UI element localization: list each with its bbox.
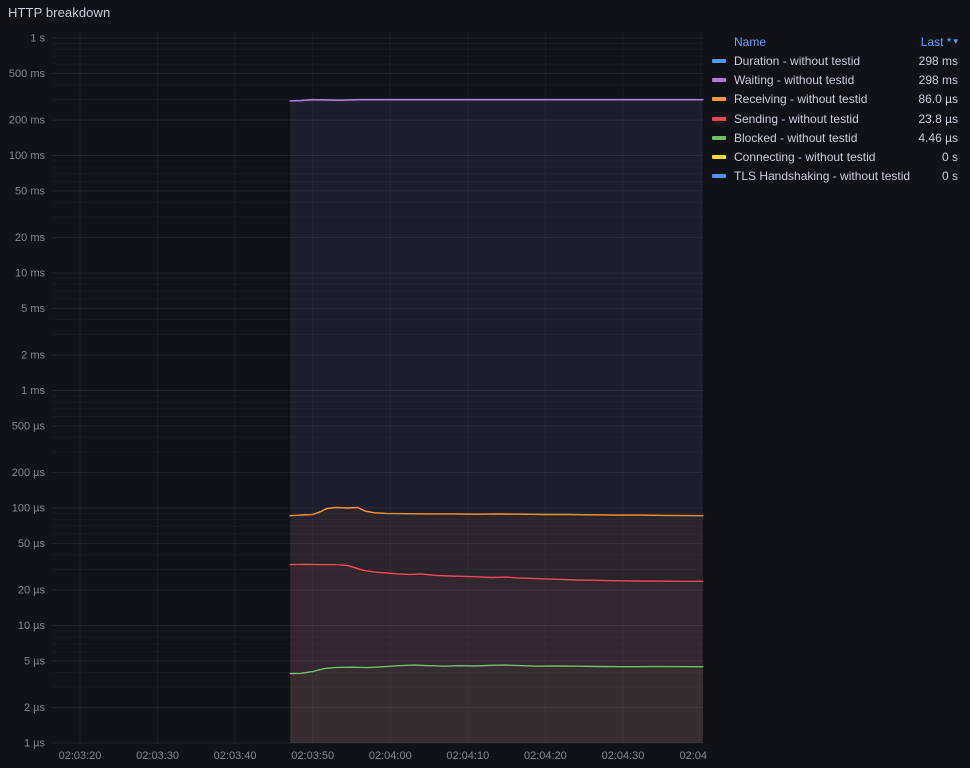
legend-series-value: 86.0 µs: [918, 92, 958, 107]
legend-row[interactable]: Blocked - without testid 4.46 µs: [712, 128, 958, 147]
legend-header-last[interactable]: Last * ▾: [920, 34, 958, 49]
svg-text:2 ms: 2 ms: [21, 350, 45, 362]
svg-text:100 ms: 100 ms: [9, 150, 46, 162]
legend-row[interactable]: Sending - without testid 23.8 µs: [712, 109, 958, 128]
svg-text:20 µs: 20 µs: [18, 585, 46, 597]
legend-series-label: Duration - without testid: [734, 53, 861, 68]
svg-text:10 ms: 10 ms: [15, 268, 45, 280]
svg-text:02:03:20: 02:03:20: [59, 750, 102, 762]
series-color-swatch: [712, 116, 726, 121]
legend-rows: Duration - without testid 298 ms Waiting -…: [712, 51, 958, 186]
svg-text:5 µs: 5 µs: [24, 655, 46, 667]
series-color-swatch: [712, 97, 726, 102]
svg-text:500 µs: 500 µs: [12, 420, 46, 432]
legend-series-label: Waiting - without testid: [734, 72, 855, 87]
legend-series-label: Receiving - without testid: [734, 92, 868, 107]
series-color-swatch: [712, 174, 726, 179]
svg-text:02:04:00: 02:04:00: [369, 750, 412, 762]
series-color-swatch: [712, 155, 726, 160]
legend-row[interactable]: Receiving - without testid 86.0 µs: [712, 90, 958, 109]
svg-text:200 µs: 200 µs: [12, 467, 46, 479]
svg-text:2 µs: 2 µs: [24, 702, 46, 714]
svg-text:02:04:10: 02:04:10: [446, 750, 489, 762]
legend-series-value: 298 ms: [918, 72, 958, 87]
legend-series-label: Connecting - without testid: [734, 150, 876, 165]
svg-text:50 µs: 50 µs: [18, 538, 46, 550]
svg-text:02:03:30: 02:03:30: [136, 750, 179, 762]
svg-text:50 ms: 50 ms: [15, 185, 45, 197]
panel-title[interactable]: HTTP breakdown: [8, 5, 111, 20]
legend-series-value: 4.46 µs: [918, 130, 958, 145]
legend-series-label: Blocked - without testid: [734, 130, 858, 145]
svg-text:1 µs: 1 µs: [24, 738, 46, 750]
legend-row[interactable]: Waiting - without testid 298 ms: [712, 70, 958, 89]
legend-row[interactable]: TLS Handshaking - without testid 0 s: [712, 167, 958, 186]
svg-text:1 s: 1 s: [30, 33, 45, 45]
svg-text:500 ms: 500 ms: [9, 68, 46, 80]
legend-series-value: 0 s: [941, 169, 958, 184]
legend-series-label: Sending - without testid: [734, 111, 859, 126]
legend-header-name[interactable]: Name: [734, 34, 767, 49]
series-color-swatch: [712, 77, 726, 82]
svg-text:100 µs: 100 µs: [12, 503, 46, 515]
series-color-swatch: [712, 135, 726, 140]
svg-text:02:03:50: 02:03:50: [291, 750, 334, 762]
legend-series-value: 0 s: [941, 150, 958, 165]
legend-series-value: 298 ms: [918, 53, 958, 68]
svg-text:10 µs: 10 µs: [18, 620, 46, 632]
svg-text:5 ms: 5 ms: [21, 303, 45, 315]
sort-desc-icon: ▾: [953, 36, 958, 46]
legend-row[interactable]: Duration - without testid 298 ms: [712, 51, 958, 70]
svg-text:02:03:40: 02:03:40: [214, 750, 257, 762]
legend-header-row: Name Last * ▾: [712, 32, 958, 51]
legend-row[interactable]: Connecting - without testid 0 s: [712, 147, 958, 166]
svg-text:02:04:20: 02:04:20: [524, 750, 567, 762]
svg-text:02:04:30: 02:04:30: [602, 750, 645, 762]
series-color-swatch: [712, 58, 726, 63]
svg-text:200 ms: 200 ms: [9, 115, 46, 127]
legend-series-value: 23.8 µs: [918, 111, 958, 126]
svg-text:1 ms: 1 ms: [21, 385, 45, 397]
legend-series-label: TLS Handshaking - without testid: [734, 169, 911, 184]
svg-text:20 ms: 20 ms: [15, 232, 45, 244]
legend-table: Name Last * ▾ Duration - without testid 2…: [712, 32, 958, 186]
svg-text:02:04: 02:04: [679, 750, 707, 762]
